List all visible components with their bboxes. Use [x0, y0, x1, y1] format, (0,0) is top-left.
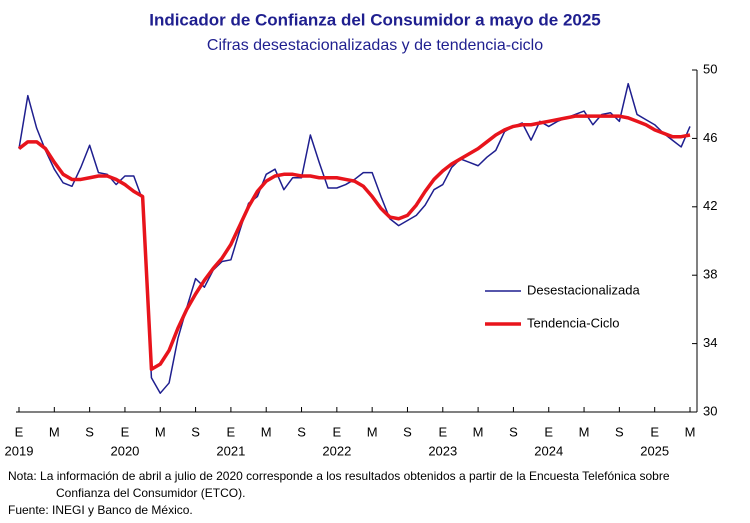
x-year-label: 2019: [5, 443, 34, 458]
x-year-label: 2020: [110, 443, 139, 458]
x-tick-label: M: [49, 424, 60, 439]
chart-subtitle: Cifras desestacionalizadas y de tendenci…: [207, 37, 543, 54]
y-tick-label: 30: [703, 403, 717, 418]
x-tick-label: E: [650, 424, 659, 439]
x-tick-label: M: [261, 424, 272, 439]
note: Confianza del Consumidor (ETCO).: [56, 486, 246, 500]
x-year-label: 2025: [640, 443, 669, 458]
x-tick-label: E: [544, 424, 553, 439]
x-tick-label: E: [121, 424, 130, 439]
x-tick-label: M: [155, 424, 166, 439]
x-tick-label: E: [227, 424, 236, 439]
legend-label: Desestacionalizada: [527, 282, 641, 297]
x-tick-label: E: [15, 424, 24, 439]
source: Fuente: INEGI y Banco de México.: [8, 503, 193, 517]
line-series: [18, 82, 691, 394]
y-tick-label: 38: [703, 267, 717, 282]
x-tick-label: S: [509, 424, 518, 439]
x-year-label: 2023: [428, 443, 457, 458]
note: Nota: La información de abril a julio de…: [8, 469, 670, 483]
x-tick-label: E: [438, 424, 447, 439]
x-tick-label: S: [191, 424, 200, 439]
x-tick-label: M: [685, 424, 696, 439]
line-series: [17, 114, 691, 371]
y-tick-label: 34: [703, 335, 717, 350]
chart-title: Indicador de Confianza del Consumidor a …: [149, 10, 601, 29]
x-tick-label: M: [579, 424, 590, 439]
x-tick-label: E: [333, 424, 342, 439]
x-tick-label: S: [85, 424, 94, 439]
x-tick-label: S: [403, 424, 412, 439]
x-tick-label: S: [615, 424, 624, 439]
x-year-label: 2024: [534, 443, 563, 458]
x-tick-label: S: [297, 424, 306, 439]
y-tick-label: 42: [703, 198, 717, 213]
legend-label: Tendencia-Ciclo: [527, 315, 620, 330]
y-tick-label: 50: [703, 61, 717, 76]
x-year-label: 2021: [216, 443, 245, 458]
x-tick-label: M: [367, 424, 378, 439]
x-year-label: 2022: [322, 443, 351, 458]
y-tick-label: 46: [703, 130, 717, 145]
x-tick-label: M: [473, 424, 484, 439]
chart: Indicador de Confianza del Consumidor a …: [5, 10, 718, 458]
